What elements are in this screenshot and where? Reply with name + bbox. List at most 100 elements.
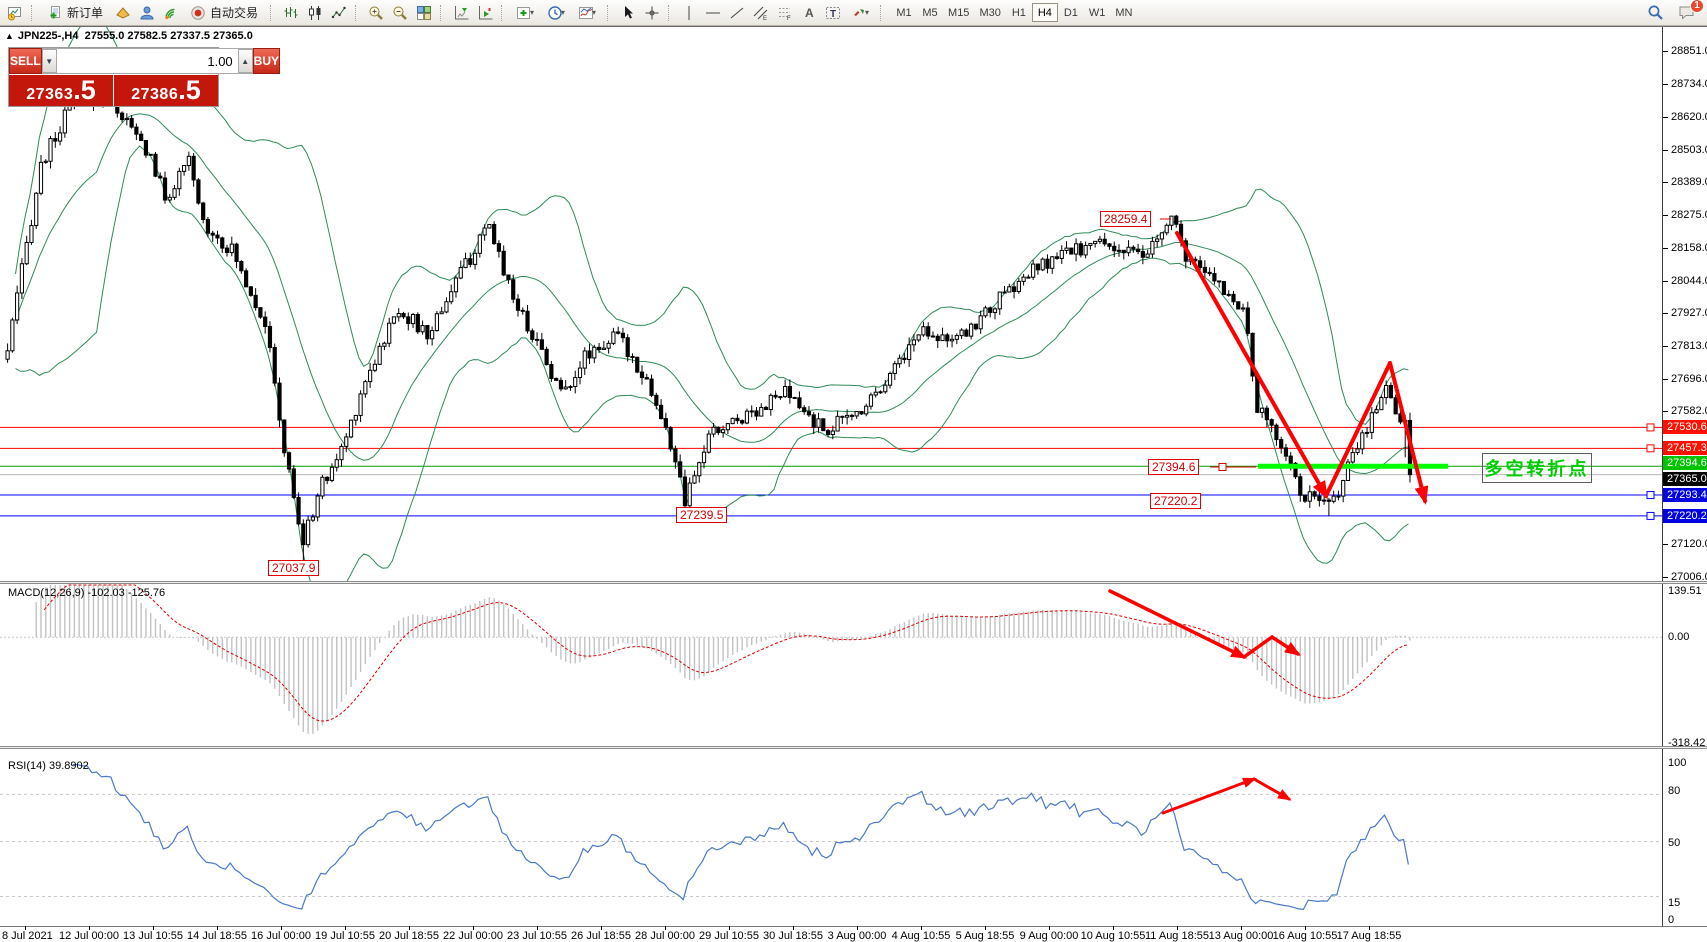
signals-icon[interactable] (159, 3, 182, 23)
toolbar: 新订单 自动交易 ▾ ▾ ▾ E F A T ▾ M1 M5 M15 M30 H1 H4 D… (0, 0, 1707, 26)
time-axis-label: 4 Aug 10:55 (891, 930, 951, 942)
time-axis-label: 29 Jul 10:55 (699, 930, 759, 942)
svg-text:A: A (805, 6, 814, 20)
time-axis-label: 19 Jul 10:55 (315, 930, 375, 942)
auto-scroll-icon[interactable] (473, 3, 496, 23)
zoom-out-icon[interactable] (388, 3, 411, 23)
tf-button-h1[interactable]: H1 (1006, 3, 1032, 22)
price-line-badge: 27457.3 (1663, 441, 1707, 456)
price-tick: 27120.0 (1663, 538, 1707, 550)
price-tick: 28044.0 (1663, 275, 1707, 287)
vertical-line-tool-icon[interactable] (677, 3, 700, 23)
price-annotation-label[interactable]: 27220.2 (1150, 493, 1202, 509)
zoom-in-icon[interactable] (364, 3, 387, 23)
time-axis-label: 14 Jul 18:55 (187, 930, 247, 942)
tile-windows-icon[interactable] (412, 3, 435, 23)
time-axis-tick (345, 926, 346, 930)
tf-button-m5[interactable]: M5 (917, 3, 943, 22)
tf-button-m1[interactable]: M1 (891, 3, 917, 22)
equidistant-channel-tool-icon[interactable]: E (749, 3, 772, 23)
macd-header: MACD(12,26,9) -102.03 -125.76 (8, 587, 166, 599)
turning-point-note[interactable]: 多空转折点 (1482, 453, 1592, 483)
chart-shift-icon[interactable] (449, 3, 472, 23)
price-annotation-label[interactable]: 27394.6 (1148, 459, 1200, 475)
tf-button-m30[interactable]: M30 (974, 3, 1005, 22)
crosshair-tool-icon[interactable] (640, 3, 663, 23)
chat-icon[interactable]: 1 (1675, 0, 1704, 23)
price-annotation-label[interactable]: 27239.5 (676, 507, 728, 523)
cursor-tool-icon[interactable] (616, 3, 639, 23)
time-axis-label: 11 Aug 18:55 (1144, 930, 1210, 942)
time-axis-tick (729, 926, 730, 930)
collapse-icon[interactable]: ▲ (5, 31, 14, 41)
buy-button[interactable]: BUY (252, 48, 281, 74)
horizontal-line-tool-icon[interactable] (701, 3, 724, 23)
rsi-axis-label: 100 (1668, 757, 1687, 769)
volume-decrease-button[interactable]: ▼ (41, 49, 57, 73)
price-tick: 27813.0 (1663, 340, 1707, 352)
price-tick: 28389.0 (1663, 176, 1707, 188)
price-annotation-label[interactable]: 28259.4 (1100, 211, 1152, 227)
community-icon[interactable] (135, 3, 158, 23)
pane-divider[interactable] (0, 581, 1707, 584)
macd-pane[interactable] (0, 584, 1662, 746)
main-price-pane[interactable] (0, 27, 1662, 581)
tf-button-mn[interactable]: MN (1110, 3, 1137, 22)
templates-menu-button[interactable]: ▾ (572, 3, 602, 23)
time-axis-label: 16 Jul 00:00 (251, 930, 311, 942)
tf-button-m15[interactable]: M15 (943, 3, 974, 22)
rsi-axis-label: 50 (1668, 837, 1681, 849)
svg-text:T: T (830, 9, 836, 20)
trendline-tool-icon[interactable] (725, 3, 748, 23)
text-tool-icon[interactable]: A (797, 3, 820, 23)
time-axis-tick (857, 926, 858, 930)
price-axis[interactable] (1662, 27, 1663, 926)
price-line-badge: 27293.4 (1663, 488, 1707, 503)
new-order-button[interactable]: 新订单 (40, 3, 110, 23)
sell-price[interactable]: 27363.5 (9, 75, 113, 106)
auto-trading-button[interactable]: 自动交易 (183, 3, 265, 23)
candlestick-chart-icon[interactable] (303, 3, 326, 23)
periods-menu-button[interactable]: ▾ (541, 3, 571, 23)
bar-chart-icon[interactable] (279, 3, 302, 23)
price-annotation-label[interactable]: 27037.9 (268, 560, 320, 576)
buy-price[interactable]: 27386.5 (114, 75, 218, 106)
time-axis-tick (89, 926, 90, 930)
candles (5, 89, 1413, 568)
fibonacci-tool-icon[interactable]: F (773, 3, 796, 23)
toolbar-separator (607, 4, 613, 21)
expert-advisors-icon[interactable] (111, 3, 134, 23)
time-axis-tick (25, 926, 26, 930)
tf-button-h4[interactable]: H4 (1031, 3, 1058, 22)
line-chart-icon[interactable] (327, 3, 350, 23)
bollinger-upper (15, 27, 1409, 425)
search-icon[interactable] (1644, 3, 1667, 23)
price-tick: 27006.0 (1663, 571, 1707, 583)
time-axis-label: 22 Jul 00:00 (443, 930, 503, 942)
volume-increase-button[interactable]: ▲ (237, 49, 253, 73)
tf-button-w1[interactable]: W1 (1084, 3, 1111, 22)
time-axis-label: 13 Aug 00:00 (1208, 930, 1274, 942)
volume-input[interactable] (56, 49, 238, 73)
time-axis-tick (601, 926, 602, 930)
arrows-menu-button[interactable]: ▾ (845, 3, 875, 23)
text-label-tool-icon[interactable]: T (821, 3, 844, 23)
bollinger-middle (15, 113, 1409, 475)
price-tick: 28851.0 (1663, 45, 1707, 57)
indicators-menu-button[interactable]: ▾ (510, 3, 540, 23)
time-axis-tick (665, 926, 666, 930)
time-axis-tick (1113, 926, 1114, 930)
time-axis-label: 16 Aug 10:55 (1272, 930, 1338, 942)
rsi-pane[interactable] (0, 749, 1662, 926)
new-chart-icon[interactable] (3, 3, 26, 23)
sell-button[interactable]: SELL (9, 48, 42, 74)
tf-button-d1[interactable]: D1 (1058, 3, 1084, 22)
symbol-title: ▲ JPN225-,H4 27555.0 27582.5 27337.5 2736… (5, 30, 253, 42)
pane-divider[interactable] (0, 746, 1707, 749)
time-axis-tick (281, 926, 282, 930)
volume-stepper: ▼ ▲ (41, 48, 253, 74)
notification-badge: 1 (1690, 0, 1704, 13)
macd-axis-label: 0.00 (1668, 631, 1690, 643)
chart-window[interactable]: ▲ JPN225-,H4 27555.0 27582.5 27337.5 2736… (0, 26, 1707, 942)
toolbar-separator (270, 4, 276, 21)
